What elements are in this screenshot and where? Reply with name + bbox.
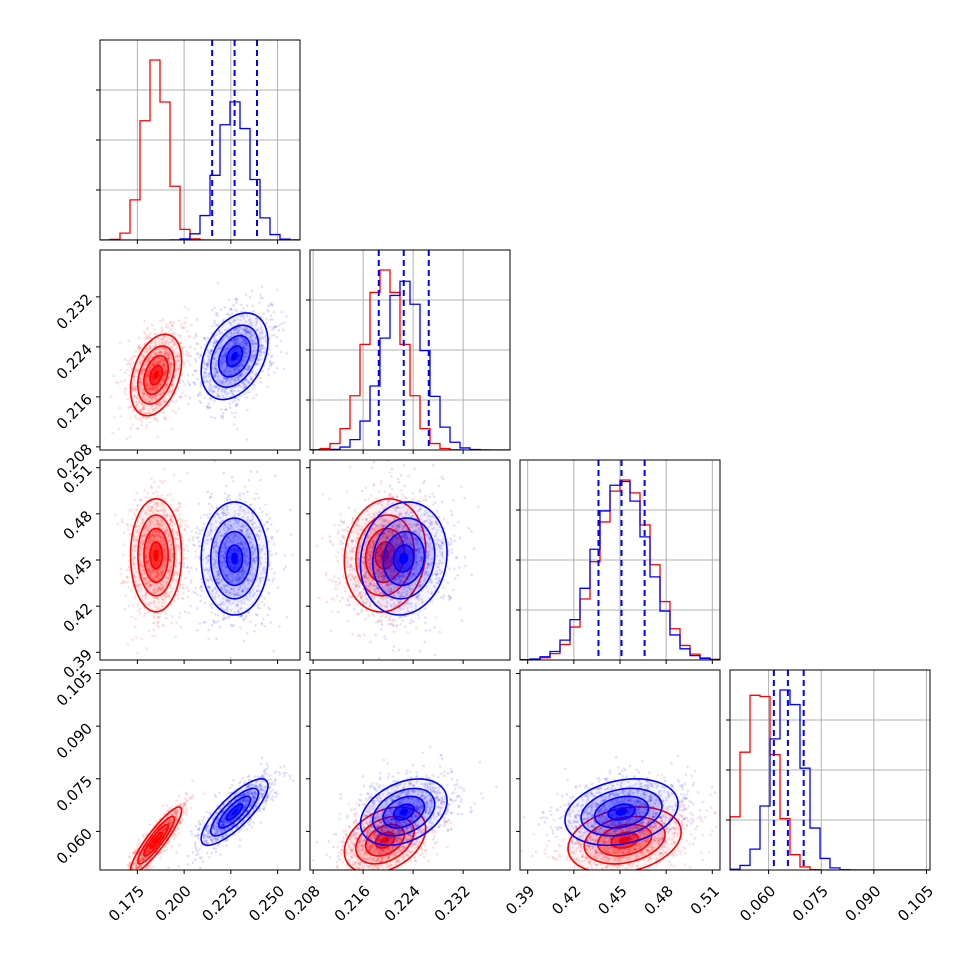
x-tick-label: 0.105 [894, 882, 937, 925]
x-tick-label: 0.39 [502, 882, 538, 918]
contours-series-1 [200, 312, 269, 401]
scatter-panel-2-0 [96, 459, 301, 664]
contours-series-0 [129, 333, 183, 417]
x-tick-label: 0.250 [245, 882, 288, 925]
x-tick-label: 0.075 [789, 882, 832, 925]
x-tick-label: 0.175 [105, 882, 148, 925]
histogram-series-1 [520, 480, 720, 660]
x-tick-label: 0.42 [548, 882, 584, 918]
x-tick-label: 0.45 [594, 882, 630, 918]
contours-series-1 [564, 778, 679, 847]
grid [730, 670, 930, 870]
panel-frame [99, 669, 301, 871]
x-tick-label: 0.232 [431, 882, 474, 925]
hist-panel-3 [726, 669, 931, 874]
y-tick-label: 0.060 [53, 825, 96, 868]
hist-panel-1 [306, 249, 511, 454]
y-tick-label: 0.075 [53, 772, 96, 815]
y-tick-label: 0.45 [60, 553, 96, 589]
grid [100, 40, 300, 240]
x-tick-label: 0.208 [281, 882, 324, 925]
scatter-panel-3-0 [96, 669, 301, 874]
histogram-series-0 [100, 59, 300, 240]
scatter-panel-3-1 [306, 669, 511, 874]
y-tick-label: 0.216 [53, 390, 96, 433]
hist-panel-0 [96, 39, 301, 244]
scatter-panel-2-1 [306, 459, 511, 664]
x-tick-label: 0.090 [842, 882, 885, 925]
contours-series-1 [359, 501, 448, 616]
contours-series-0 [343, 806, 427, 870]
y-tick-label: 0.48 [60, 507, 96, 543]
hist-panel-2 [516, 459, 721, 664]
x-tick-label: 0.216 [331, 882, 374, 925]
histogram-series-1 [730, 689, 930, 870]
x-tick-label: 0.060 [736, 882, 779, 925]
y-tick-label: 0.42 [60, 599, 96, 635]
y-tick-label: 0.224 [53, 340, 96, 383]
panel-frame [99, 249, 301, 451]
histogram-series-1 [100, 101, 300, 240]
scatter-panel-3-2 [516, 669, 721, 874]
contours-series-0 [129, 806, 183, 870]
x-tick-label: 0.200 [152, 882, 195, 925]
contours-series-1 [200, 778, 269, 847]
contours-series-1 [359, 778, 448, 847]
x-tick-label: 0.51 [687, 882, 723, 918]
contours-series-0 [129, 498, 183, 613]
y-tick-label: 0.090 [53, 719, 96, 762]
y-tick-label: 0.232 [53, 290, 96, 333]
panel-frame [309, 669, 511, 871]
histogram-series-0 [730, 694, 930, 870]
contours-series-1 [200, 501, 269, 616]
x-tick-label: 0.224 [381, 882, 424, 925]
x-tick-label: 0.48 [641, 882, 677, 918]
x-tick-label: 0.225 [198, 882, 241, 925]
scatter-panel-1-0 [96, 249, 301, 454]
scatter-points-series-0 [310, 784, 456, 870]
